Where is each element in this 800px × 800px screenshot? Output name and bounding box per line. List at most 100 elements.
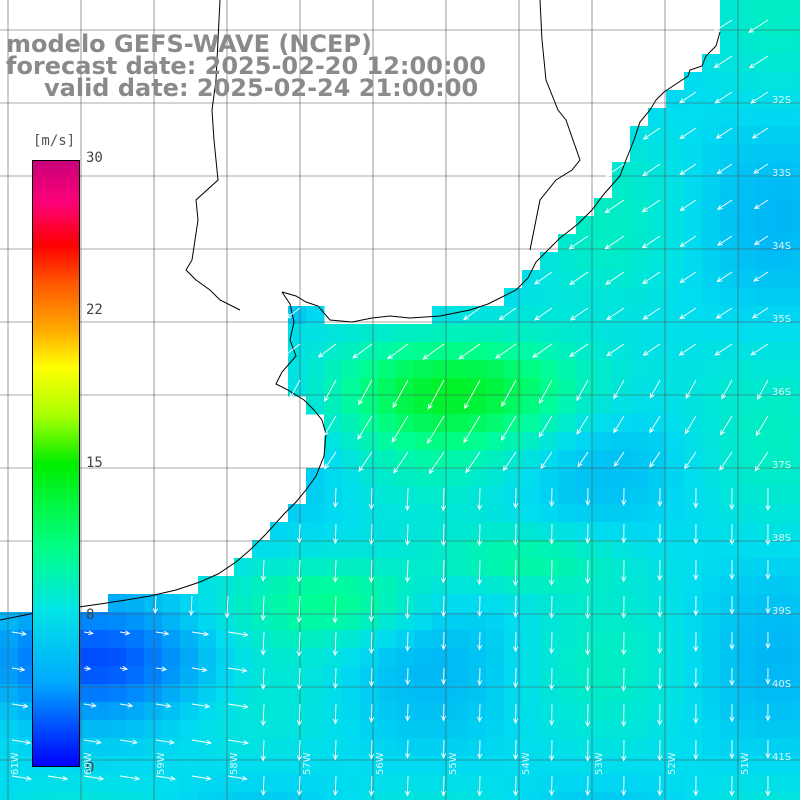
wind-cell bbox=[576, 522, 595, 541]
wind-cell bbox=[342, 612, 361, 631]
wind-cell bbox=[468, 756, 487, 775]
wind-arrow bbox=[729, 775, 735, 797]
wind-cell bbox=[720, 504, 739, 523]
wind-arrow bbox=[260, 739, 266, 762]
wind-arrow bbox=[323, 415, 337, 437]
wind-cell bbox=[756, 612, 775, 631]
wind-cell bbox=[702, 432, 721, 451]
wind-cell bbox=[468, 558, 487, 577]
wind-cell bbox=[702, 504, 721, 523]
wind-cell bbox=[468, 360, 487, 379]
wind-cell bbox=[792, 0, 800, 19]
lat-label: 39S bbox=[772, 606, 792, 617]
wind-arrow bbox=[83, 739, 102, 745]
wind-cell bbox=[486, 360, 505, 379]
wind-cell bbox=[540, 756, 559, 775]
wind-cell bbox=[504, 450, 523, 469]
wind-cell bbox=[792, 594, 800, 613]
wind-arrow bbox=[119, 739, 139, 745]
wind-cell bbox=[18, 720, 37, 739]
wind-arrow bbox=[332, 595, 338, 624]
wind-cell bbox=[18, 792, 37, 800]
wind-cell bbox=[720, 342, 739, 361]
wind-cell bbox=[342, 630, 361, 649]
wind-cell bbox=[234, 684, 253, 703]
wind-arrow bbox=[748, 55, 769, 69]
wind-arrow bbox=[693, 739, 699, 761]
wind-cell bbox=[738, 792, 757, 800]
wind-cell bbox=[504, 540, 523, 559]
wind-cell bbox=[414, 414, 433, 433]
wind-cell bbox=[432, 522, 451, 541]
wind-cell bbox=[270, 576, 289, 595]
wind-cell bbox=[756, 522, 775, 541]
wind-cell bbox=[378, 324, 397, 343]
wind-cell bbox=[396, 378, 415, 397]
wind-cell bbox=[702, 108, 721, 127]
wind-cell bbox=[126, 702, 145, 721]
wind-cell bbox=[612, 756, 631, 775]
wind-cell bbox=[792, 738, 800, 757]
wind-cell bbox=[756, 738, 775, 757]
wind-cell bbox=[288, 360, 307, 379]
wind-cell bbox=[540, 558, 559, 577]
wind-cell bbox=[756, 90, 775, 109]
wind-cell bbox=[612, 648, 631, 667]
wind-cell bbox=[738, 162, 757, 181]
wind-cell bbox=[198, 774, 217, 793]
wind-arrow bbox=[513, 703, 519, 725]
wind-arrow bbox=[155, 703, 172, 709]
wind-cell bbox=[792, 792, 800, 800]
wind-arrow bbox=[585, 487, 591, 506]
wind-cell bbox=[396, 360, 415, 379]
wind-cell bbox=[450, 630, 469, 649]
wind-cell bbox=[468, 594, 487, 613]
wind-cell bbox=[612, 594, 631, 613]
wind-cell bbox=[342, 540, 361, 559]
wind-cell bbox=[414, 540, 433, 559]
wind-cell bbox=[18, 756, 37, 775]
wind-arrow bbox=[155, 739, 175, 745]
wind-cell bbox=[54, 774, 73, 793]
wind-cell bbox=[612, 774, 631, 793]
wind-cell bbox=[612, 576, 631, 595]
wind-arrow bbox=[678, 343, 697, 356]
wind-arrow bbox=[358, 451, 373, 472]
wind-cell bbox=[738, 378, 757, 397]
wind-cell bbox=[306, 396, 325, 415]
wind-cell bbox=[486, 342, 505, 361]
wind-cell bbox=[756, 540, 775, 559]
wind-cell bbox=[558, 720, 577, 739]
wind-cell bbox=[756, 198, 775, 217]
lat-label: 36S bbox=[772, 387, 792, 398]
wind-cell bbox=[594, 756, 613, 775]
wind-arrow bbox=[693, 559, 699, 581]
wind-cell bbox=[522, 738, 541, 757]
wind-cell bbox=[774, 396, 793, 415]
wind-cell bbox=[774, 504, 793, 523]
wind-cell bbox=[342, 792, 361, 800]
wind-arrow bbox=[549, 775, 555, 797]
wind-cell bbox=[450, 792, 469, 800]
wind-cell bbox=[666, 234, 685, 253]
wind-cell bbox=[648, 270, 667, 289]
wind-cell bbox=[540, 792, 559, 800]
wind-cell bbox=[648, 288, 667, 307]
wind-cell bbox=[324, 774, 343, 793]
wind-arrow bbox=[296, 631, 302, 657]
wind-cell bbox=[738, 684, 757, 703]
wind-arrow bbox=[83, 775, 105, 781]
wind-arrow bbox=[751, 127, 769, 139]
wind-cell bbox=[738, 198, 757, 217]
wind-cell bbox=[270, 558, 289, 577]
wind-cell bbox=[720, 540, 739, 559]
wind-cell bbox=[324, 342, 343, 361]
wind-cell bbox=[792, 540, 800, 559]
wind-arrow bbox=[440, 559, 446, 584]
wind-arrow bbox=[296, 595, 302, 623]
wind-cell bbox=[324, 684, 343, 703]
wind-cell bbox=[774, 252, 793, 271]
wind-cell bbox=[180, 720, 199, 739]
wind-cell bbox=[378, 612, 397, 631]
wind-cell bbox=[792, 378, 800, 397]
